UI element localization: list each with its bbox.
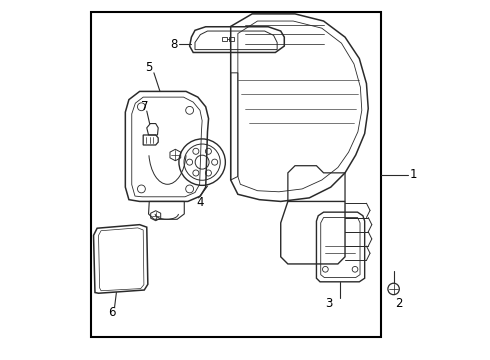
Text: 1: 1 xyxy=(409,168,417,181)
Text: 8: 8 xyxy=(170,38,177,51)
Text: 4: 4 xyxy=(196,196,203,209)
Text: 2: 2 xyxy=(394,297,402,310)
Text: 7: 7 xyxy=(141,100,148,113)
Bar xyxy=(92,12,381,337)
Text: 6: 6 xyxy=(108,306,116,319)
Text: 3: 3 xyxy=(325,297,333,310)
Text: 5: 5 xyxy=(146,61,153,74)
